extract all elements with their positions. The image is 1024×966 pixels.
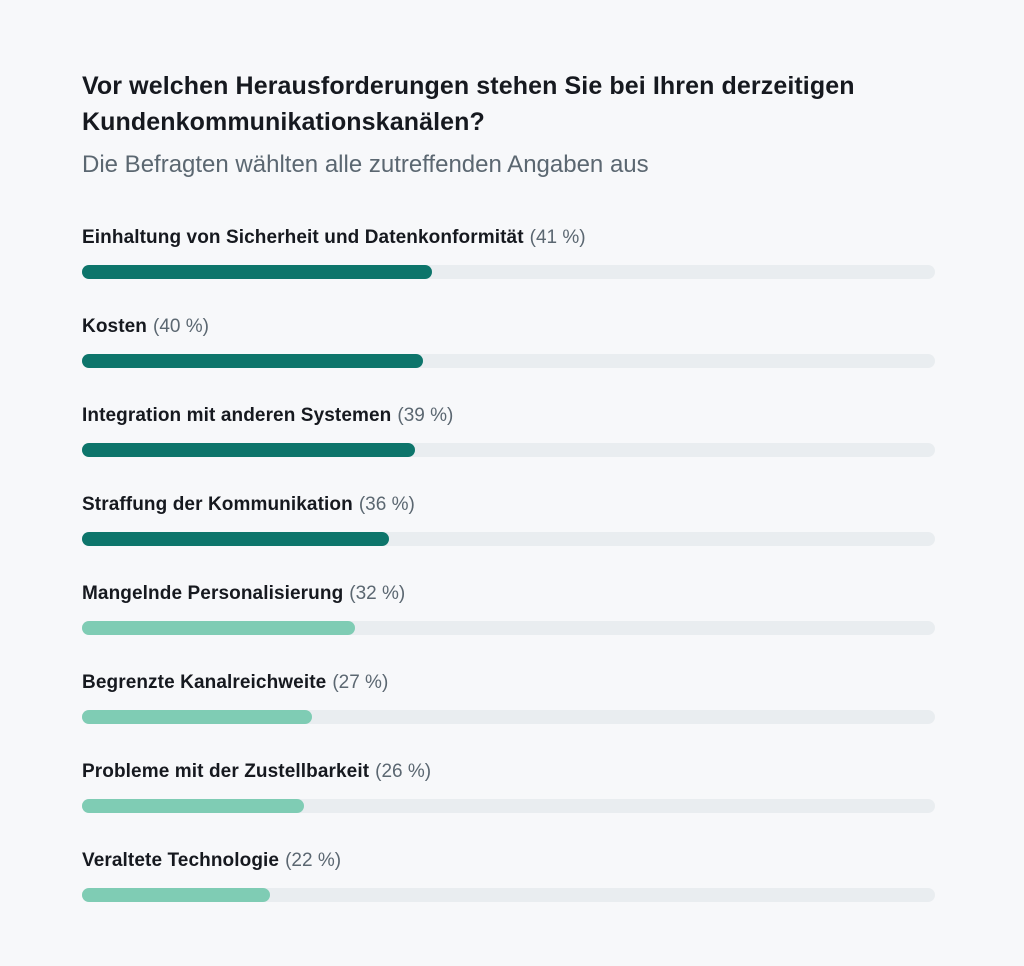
bar-fill: [82, 353, 424, 368]
bar-track: [82, 887, 935, 902]
bar-track: [82, 709, 935, 724]
bar-track: [82, 353, 935, 368]
bar-fill: [82, 531, 390, 546]
chart-title: Vor welchen Herausforderungen stehen Sie…: [82, 72, 855, 137]
category-label: Einhaltung von Sicherheit und Datenkonfo…: [82, 226, 524, 248]
bar-track: [82, 798, 935, 813]
chart-subtitle: Die Befragten wählten alle zutreffenden …: [82, 150, 649, 178]
bar-fill: [82, 887, 270, 902]
percent-label: (27 %): [332, 671, 389, 693]
bar-row: Straffung der Kommunikation (36 %): [82, 493, 935, 546]
bar-row: Mangelnde Personalisierung (32 %): [82, 582, 935, 635]
bar-track: [82, 264, 935, 279]
bar-fill: [82, 798, 304, 813]
bar-row: Veraltete Technologie (22 %): [82, 849, 935, 902]
bar-track: [82, 442, 935, 457]
category-label: Kosten: [82, 315, 147, 337]
bar-row: Einhaltung von Sicherheit und Datenkonfo…: [82, 226, 935, 279]
bar-row: Integration mit anderen Systemen (39 %): [82, 404, 935, 457]
bar-row: Begrenzte Kanalreichweite (27 %): [82, 671, 935, 724]
percent-label: (40 %): [153, 315, 209, 337]
bar-label: Veraltete Technologie (22 %): [82, 849, 935, 873]
percent-label: (32 %): [349, 582, 406, 604]
bar-row: Probleme mit der Zustellbarkeit (26 %): [82, 760, 935, 813]
bar-fill: [82, 709, 313, 724]
category-label: Straffung der Kommunikation: [82, 493, 353, 515]
category-label: Begrenzte Kanalreichweite: [82, 671, 327, 693]
bar-row: Kosten (40 %): [82, 315, 935, 368]
bar-label: Einhaltung von Sicherheit und Datenkonfo…: [82, 226, 935, 250]
percent-label: (39 %): [397, 404, 454, 426]
bar-label: Integration mit anderen Systemen (39 %): [82, 404, 935, 428]
bar-fill: [82, 620, 355, 635]
chart-container: Vor welchen Herausforderungen stehen Sie…: [82, 72, 935, 902]
bar-label: Straffung der Kommunikation (36 %): [82, 493, 935, 517]
percent-label: (26 %): [375, 760, 432, 782]
bar-track: [82, 620, 935, 635]
category-label: Probleme mit der Zustellbarkeit: [82, 760, 370, 782]
category-label: Integration mit anderen Systemen: [82, 404, 392, 426]
category-label: Veraltete Technologie: [82, 849, 280, 871]
percent-label: (36 %): [358, 493, 415, 515]
bar-track: [82, 531, 935, 546]
bar-label: Probleme mit der Zustellbarkeit (26 %): [82, 760, 935, 784]
bar-label: Mangelnde Personalisierung (32 %): [82, 582, 935, 606]
bar-label: Begrenzte Kanalreichweite (27 %): [82, 671, 935, 695]
percent-label: (41 %): [529, 226, 586, 248]
bar-fill: [82, 264, 432, 279]
bar-fill: [82, 442, 415, 457]
bar-label: Kosten (40 %): [82, 315, 935, 339]
category-label: Mangelnde Personalisierung: [82, 582, 344, 604]
percent-label: (22 %): [285, 849, 342, 871]
